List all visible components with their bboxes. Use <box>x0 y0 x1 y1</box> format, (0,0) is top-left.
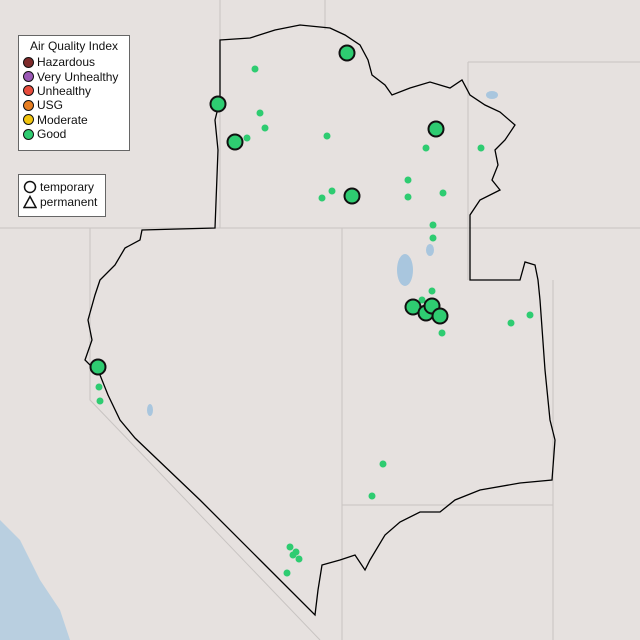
legend-label: Unhealthy <box>37 83 92 98</box>
triangle-icon <box>23 194 37 208</box>
monitor-dot[interactable] <box>422 144 430 152</box>
aqi-legend: Air Quality Index Hazardous Very Unhealth… <box>18 35 130 151</box>
monitor-dot[interactable] <box>256 109 264 117</box>
monitor-dot[interactable] <box>295 555 303 563</box>
legend-item-hazardous: Hazardous <box>19 55 129 69</box>
legend-item-permanent: permanent <box>19 194 105 209</box>
color-swatch-icon <box>23 71 34 83</box>
monitor-dot[interactable] <box>379 460 387 468</box>
lakes <box>147 91 498 416</box>
legend-label: Moderate <box>37 112 88 127</box>
temporary-monitor-marker[interactable] <box>343 187 361 205</box>
monitor-dot[interactable] <box>286 543 294 551</box>
temporary-monitor-marker[interactable] <box>338 44 356 62</box>
monitor-dot[interactable] <box>404 193 412 201</box>
temporary-monitor-marker[interactable] <box>431 307 449 325</box>
legend-item-very-unhealthy: Very Unhealthy <box>19 69 129 84</box>
monitor-dot[interactable] <box>261 124 269 132</box>
aqi-legend-title: Air Quality Index <box>29 39 119 53</box>
monitor-dot[interactable] <box>438 329 446 337</box>
temporary-monitor-marker[interactable] <box>427 120 445 138</box>
legend-item-moderate: Moderate <box>19 113 129 127</box>
legend-item-good: Good <box>19 127 129 141</box>
legend-item-usg: USG <box>19 98 129 112</box>
monitor-dot[interactable] <box>96 397 104 405</box>
monitor-dot[interactable] <box>507 319 515 327</box>
monitor-dot[interactable] <box>404 176 412 184</box>
temporary-monitor-marker[interactable] <box>226 133 244 151</box>
monitor-dot[interactable] <box>292 548 300 556</box>
temporary-monitor-marker[interactable] <box>209 95 227 113</box>
region-boundary <box>84 24 556 617</box>
color-swatch-icon <box>23 56 34 68</box>
monitor-dot[interactable] <box>429 221 437 229</box>
monitor-dot[interactable] <box>368 492 376 500</box>
monitor-dot[interactable] <box>418 296 426 304</box>
monitor-dot[interactable] <box>318 194 326 202</box>
legend-label: permanent <box>40 194 98 209</box>
legend-label: Good <box>37 127 67 142</box>
legend-label: USG <box>37 98 64 113</box>
color-swatch-icon <box>23 114 34 126</box>
monitor-dot[interactable] <box>439 189 447 197</box>
monitor-type-legend: temporary permanent <box>18 174 106 217</box>
monitor-dot[interactable] <box>323 132 331 140</box>
color-swatch-icon <box>23 99 34 111</box>
legend-item-unhealthy: Unhealthy <box>19 84 129 98</box>
legend-label: Hazardous <box>37 55 96 70</box>
legend-item-temporary: temporary <box>19 180 105 194</box>
color-swatch-icon <box>23 128 34 140</box>
permanent-monitors <box>95 65 534 577</box>
ocean <box>0 520 70 640</box>
monitor-dot[interactable] <box>283 569 291 577</box>
legend-label: Very Unhealthy <box>37 69 119 84</box>
monitor-dot[interactable] <box>526 311 534 319</box>
monitor-dot[interactable] <box>428 287 436 295</box>
circle-icon <box>23 180 37 194</box>
monitor-dot[interactable] <box>251 65 259 73</box>
monitor-dot[interactable] <box>243 134 251 142</box>
monitor-dot[interactable] <box>328 187 336 195</box>
color-swatch-icon <box>23 85 34 97</box>
monitor-dot[interactable] <box>429 234 437 242</box>
monitor-dot[interactable] <box>477 144 485 152</box>
monitor-dot[interactable] <box>95 383 103 391</box>
legend-label: temporary <box>40 180 95 195</box>
temporary-monitors <box>89 44 449 376</box>
temporary-monitor-marker[interactable] <box>89 358 107 376</box>
